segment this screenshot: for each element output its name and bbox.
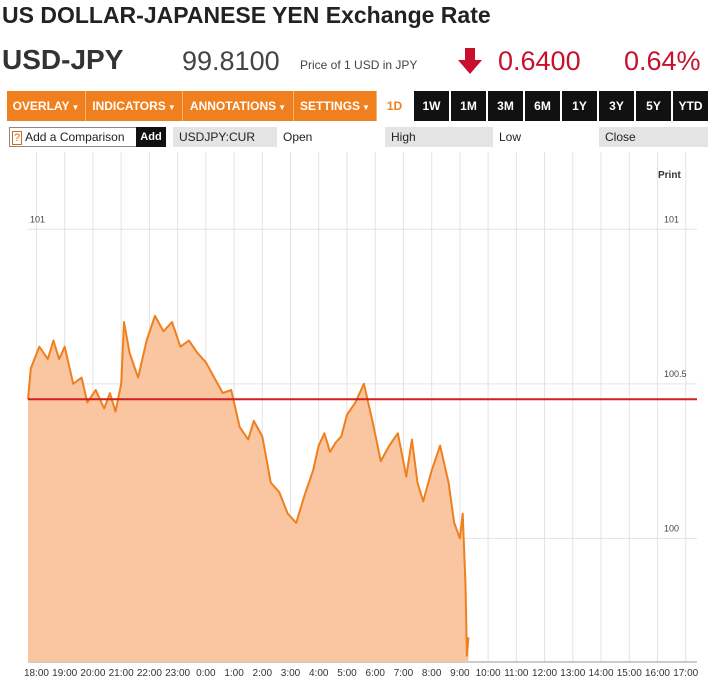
indicators-menu[interactable]: INDICATORS ▼ bbox=[86, 91, 183, 121]
overlay-menu-label: OVERLAY bbox=[12, 99, 70, 113]
print-button[interactable]: Print bbox=[658, 170, 681, 181]
change-percent: 0.64% bbox=[624, 46, 701, 76]
x-tick-label: 11:00 bbox=[504, 668, 529, 679]
caret-down-icon: ▼ bbox=[71, 103, 80, 112]
x-tick-label: 20:00 bbox=[80, 668, 105, 679]
price-chart: 18:00 19:00 20:00 21:00 22:00 23:00 0:00 1:00 2:… bbox=[0, 150, 713, 683]
x-tick-label: 15:00 bbox=[617, 668, 642, 679]
x-tick-label: 12:00 bbox=[532, 668, 557, 679]
comparison-input[interactable]: ? Add a Comparison bbox=[9, 127, 138, 147]
high-label: High bbox=[385, 127, 493, 147]
annotations-menu[interactable]: ANNOTATIONS ▼ bbox=[183, 91, 294, 121]
y-tick-label-right: 100.5 bbox=[664, 369, 687, 379]
series-area bbox=[28, 315, 469, 662]
symbol-label: USD-JPY bbox=[2, 44, 124, 75]
range-1w-button[interactable]: 1W bbox=[414, 91, 449, 121]
comparison-input-placeholder: Add a Comparison bbox=[25, 130, 125, 144]
change-value: 0.6400 bbox=[498, 46, 581, 76]
page-title: US DOLLAR-JAPANESE YEN Exchange Rate bbox=[2, 2, 491, 28]
x-tick-label: 8:00 bbox=[422, 668, 442, 679]
range-1m-button[interactable]: 1M bbox=[451, 91, 486, 121]
y-tick-label-right: 100 bbox=[664, 523, 679, 533]
comparison-bar: ? Add a Comparison Add USDJPY:CUR Open Hi… bbox=[7, 125, 708, 151]
x-tick-label: 3:00 bbox=[281, 668, 301, 679]
x-tick-label: 22:00 bbox=[137, 668, 162, 679]
range-1d-button[interactable]: 1D bbox=[377, 91, 412, 121]
down-arrow-icon bbox=[458, 48, 482, 74]
chart-svg: 18:00 19:00 20:00 21:00 22:00 23:00 0:00 1:00 2:… bbox=[24, 152, 699, 679]
x-tick-label: 9:00 bbox=[450, 668, 470, 679]
close-label: Close bbox=[599, 127, 708, 147]
x-tick-label: 17:00 bbox=[673, 668, 698, 679]
x-tick-label: 21:00 bbox=[109, 668, 134, 679]
x-tick-label: 5:00 bbox=[337, 668, 357, 679]
x-tick-label: 7:00 bbox=[394, 668, 414, 679]
x-tick-label: 18:00 bbox=[24, 668, 49, 679]
x-tick-label: 6:00 bbox=[365, 668, 385, 679]
x-tick-label: 13:00 bbox=[560, 668, 585, 679]
range-3m-button[interactable]: 3M bbox=[488, 91, 523, 121]
range-1y-button[interactable]: 1Y bbox=[562, 91, 597, 121]
range-3y-button[interactable]: 3Y bbox=[599, 91, 634, 121]
price-value: 99.8100 bbox=[182, 46, 280, 76]
settings-menu[interactable]: SETTINGS ▼ bbox=[294, 91, 377, 121]
ticker-label: USDJPY:CUR bbox=[173, 127, 277, 147]
x-tick-label: 14:00 bbox=[589, 668, 614, 679]
x-tick-label: 2:00 bbox=[253, 668, 273, 679]
x-tick-label: 19:00 bbox=[52, 668, 77, 679]
y-tick-label-left: 101 bbox=[30, 214, 45, 224]
indicators-menu-label: INDICATORS bbox=[92, 99, 166, 113]
annotations-menu-label: ANNOTATIONS bbox=[189, 99, 277, 113]
caret-down-icon: ▼ bbox=[278, 103, 287, 112]
y-tick-label-right: 101 bbox=[664, 214, 679, 224]
x-tick-label: 10:00 bbox=[476, 668, 501, 679]
x-tick-label: 0:00 bbox=[196, 668, 216, 679]
settings-menu-label: SETTINGS bbox=[300, 99, 361, 113]
chart-toolbar: OVERLAY ▼ INDICATORS ▼ ANNOTATIONS ▼ SETTIN… bbox=[7, 91, 708, 121]
caret-down-icon: ▼ bbox=[362, 103, 370, 112]
add-comparison-button[interactable]: Add bbox=[136, 127, 166, 147]
low-label: Low bbox=[499, 130, 522, 144]
help-icon[interactable]: ? bbox=[12, 131, 23, 145]
x-tick-label: 1:00 bbox=[224, 668, 244, 679]
range-5y-button[interactable]: 5Y bbox=[636, 91, 671, 121]
price-caption: Price of 1 USD in JPY bbox=[300, 58, 418, 72]
x-tick-label: 4:00 bbox=[309, 668, 329, 679]
overlay-menu[interactable]: OVERLAY ▼ bbox=[7, 91, 86, 121]
x-tick-label: 16:00 bbox=[645, 668, 670, 679]
x-tick-label: 23:00 bbox=[165, 668, 190, 679]
open-label: Open bbox=[283, 130, 313, 144]
caret-down-icon: ▼ bbox=[167, 103, 176, 112]
range-ytd-button[interactable]: YTD bbox=[673, 91, 708, 121]
range-6m-button[interactable]: 6M bbox=[525, 91, 560, 121]
